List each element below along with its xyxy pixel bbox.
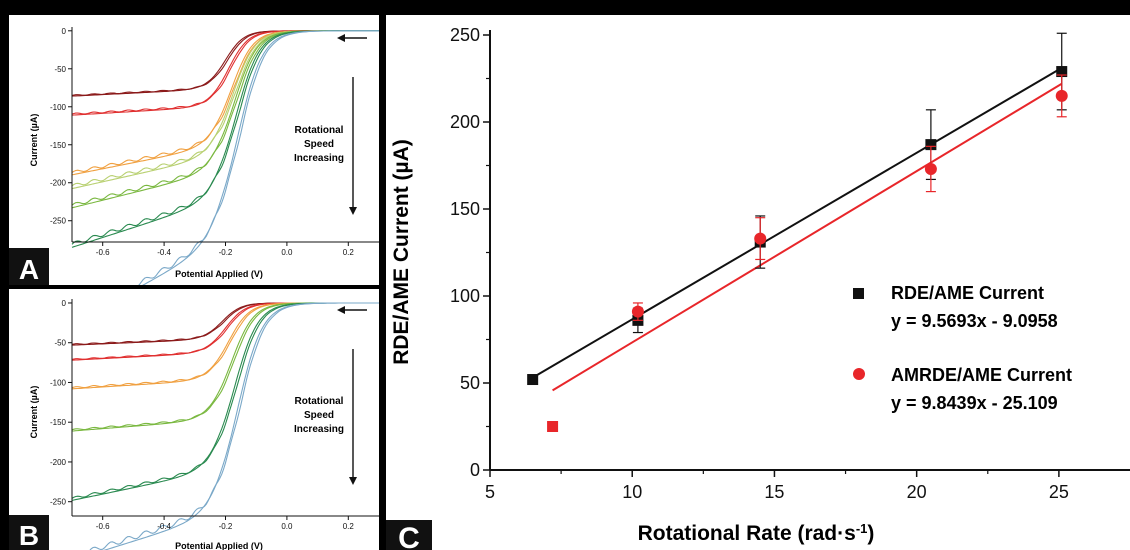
b-x-tick-label: -0.2 (219, 522, 233, 531)
panel-c-point-0 (925, 139, 937, 151)
panel-b-annotation-line2: Speed (304, 410, 334, 421)
panel-c-y-tick-label: 200 (450, 112, 480, 132)
a-series-6-branch-1 (138, 30, 379, 285)
a-x-tick-label: -0.2 (219, 248, 233, 257)
panel-c-y-tick-label: 250 (450, 25, 480, 45)
panel-b-arrow-left-head-icon (337, 306, 345, 314)
panel-c-xlabel-sup: -1 (856, 521, 868, 536)
panel-c-label-badge: C (386, 520, 432, 550)
a-y-tick-label: 0 (62, 27, 67, 36)
a-y-tick-label: -150 (50, 141, 67, 150)
panel-b-label: B (19, 520, 39, 550)
legend: RDE/AME Current y = 9.5693x - 9.0958 AMR… (853, 283, 1072, 413)
panel-c-fit-line-0 (532, 67, 1063, 379)
panel-c-point-1 (1055, 89, 1068, 102)
panel-a-chart: -0.6 -0.4 -0.2 0.0 0.2 0 -50 -100 -150 -200 -250 P… (9, 27, 379, 285)
b-y-tick-label: -100 (50, 378, 67, 387)
a-x-tick-label: 0.2 (343, 248, 355, 257)
b-y-tick-label: -150 (50, 418, 67, 427)
panel-a-annotation-line3: Increasing (294, 153, 344, 164)
legend-label-rde: RDE/AME Current (891, 283, 1044, 303)
legend-equation-rde: y = 9.5693x - 9.0958 (891, 311, 1058, 331)
legend-marker-square-icon (853, 288, 864, 299)
panel-a: -0.6 -0.4 -0.2 0.0 0.2 0 -50 -100 -150 -200 -250 P… (9, 15, 379, 285)
b-series-2-branch-1 (71, 302, 379, 389)
panel-b-annotation-line1: Rotational (295, 396, 344, 407)
panel-c: 5 10 15 20 25 0 50 100 150 200 250 Rotational Rate… (386, 15, 1130, 550)
panel-c-point-1 (547, 421, 559, 432)
b-x-tick-label: -0.6 (96, 522, 110, 531)
panel-a-ylabel: Current (µA) (29, 114, 39, 167)
panel-c-x-tick-label: 5 (485, 482, 495, 502)
a-y-tick-label: -50 (54, 65, 66, 74)
panel-a-annotation-line2: Speed (304, 139, 334, 150)
b-series-5-branch-1 (89, 302, 379, 550)
panel-a-label-badge: A (9, 248, 49, 285)
panel-c-point-1 (924, 162, 937, 175)
b-y-tick-label: -250 (50, 498, 67, 507)
panel-c-y-tick-label: 50 (460, 373, 480, 393)
panel-c-label: C (398, 522, 420, 550)
panel-c-point-1 (754, 232, 767, 245)
a-y-tick-label: -100 (50, 103, 67, 112)
panel-a-arrow-left-head-icon (337, 34, 345, 42)
b-y-tick-label: -200 (50, 458, 67, 467)
panel-b-ylabel: Current (µA) (29, 386, 39, 439)
legend-marker-circle-icon (853, 368, 865, 380)
panel-a-annotation: Rotational Speed Increasing (294, 34, 367, 215)
panel-b-annotation: Rotational Speed Increasing (294, 306, 367, 485)
panel-b-label-badge: B (9, 515, 49, 550)
b-series-0-branch-0 (72, 302, 379, 346)
panel-b-arrow-down-head-icon (349, 477, 357, 485)
a-series-1-branch-1 (71, 30, 379, 115)
a-x-tick-label: 0.0 (281, 248, 293, 257)
panel-c-x-tick-label: 10 (622, 482, 642, 502)
b-y-tick-label: -50 (54, 339, 66, 348)
panel-c-xlabel: Rotational Rate (rad·s-1) (638, 521, 875, 546)
panel-b-annotation-line3: Increasing (294, 424, 344, 435)
panel-a-annotation-line1: Rotational (295, 125, 344, 136)
a-series-1-branch-0 (71, 30, 379, 116)
a-y-tick-label: -250 (50, 217, 67, 226)
legend-equation-amrde: y = 9.8439x - 25.109 (891, 393, 1058, 413)
panel-a-label: A (19, 254, 39, 285)
panel-c-y-tick-label: 0 (470, 460, 480, 480)
a-x-tick-label: -0.4 (157, 248, 171, 257)
panel-b-xlabel: Potential Applied (V) (175, 541, 263, 550)
a-y-tick-label: -200 (50, 179, 67, 188)
panel-c-fit-line-1 (552, 82, 1063, 392)
panel-c-point-1 (631, 305, 644, 318)
legend-label-amrde: AMRDE/AME Current (891, 365, 1072, 385)
panel-b-chart: -0.6 -0.4 -0.2 0.0 0.2 0 -50 -100 -150 -200 -250 P… (9, 299, 379, 550)
a-x-tick-label: -0.6 (96, 248, 110, 257)
b-x-tick-label: -0.4 (157, 522, 171, 531)
panel-c-xlabel-main: Rotational Rate (rad·s (638, 522, 856, 545)
panel-c-y-tick-label: 100 (450, 286, 480, 306)
b-x-tick-label: 0.0 (281, 522, 293, 531)
panel-c-point-0 (1056, 66, 1068, 78)
panel-c-x-tick-label: 15 (764, 482, 784, 502)
b-y-tick-label: 0 (62, 299, 67, 308)
b-series-0-branch-1 (71, 302, 379, 345)
a-series-0-branch-1 (71, 30, 379, 96)
panel-c-xlabel-tail: ) (867, 522, 874, 545)
panel-a-xlabel: Potential Applied (V) (175, 269, 263, 279)
panel-c-x-tick-label: 25 (1049, 482, 1069, 502)
panel-b: -0.6 -0.4 -0.2 0.0 0.2 0 -50 -100 -150 -200 -250 P… (9, 289, 379, 550)
panel-a-arrow-down-head-icon (349, 207, 357, 215)
panel-c-x-tick-label: 20 (907, 482, 927, 502)
panel-c-y-tick-label: 150 (450, 199, 480, 219)
panel-c-ylabel: RDE/AME Current (µA) (390, 139, 413, 365)
panel-c-point-0 (527, 374, 539, 386)
b-x-tick-label: 0.2 (343, 522, 355, 531)
